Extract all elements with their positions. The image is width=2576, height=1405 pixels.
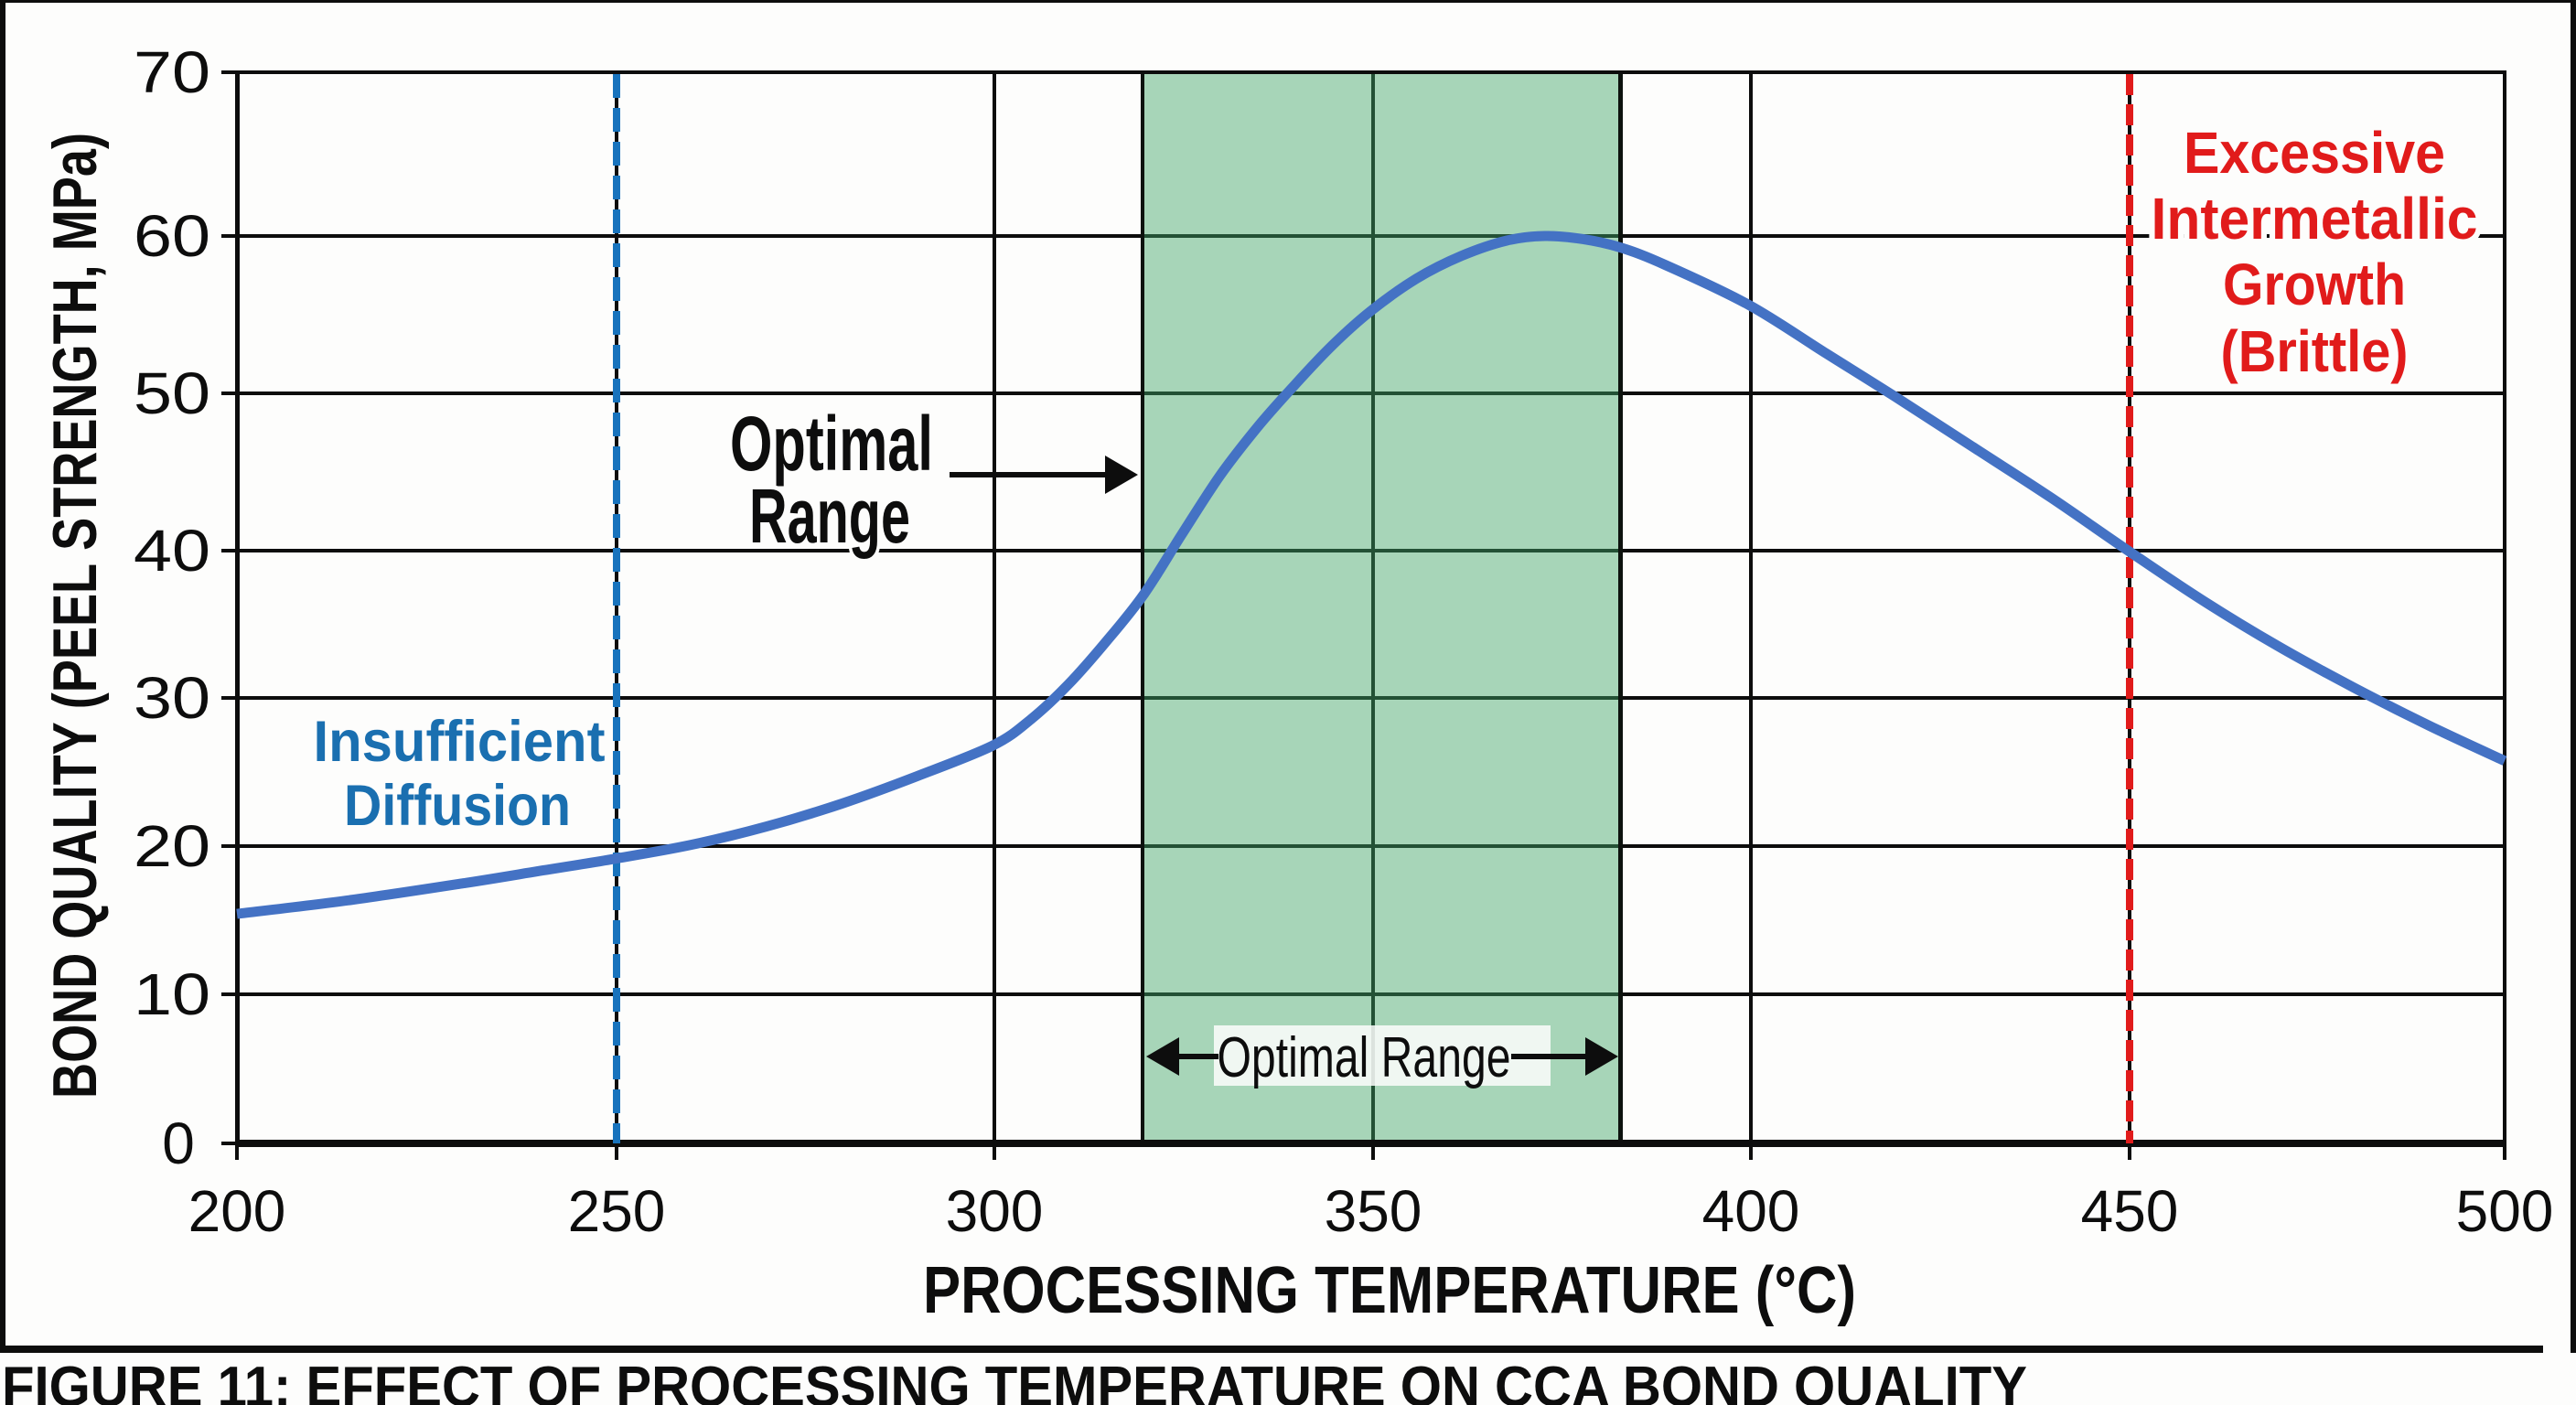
svg-text:50: 50 bbox=[134, 360, 210, 426]
svg-text:PROCESSING TEMPERATURE (°C): PROCESSING TEMPERATURE (°C) bbox=[923, 1254, 1856, 1327]
svg-text:Range: Range bbox=[749, 473, 910, 559]
svg-text:300: 300 bbox=[946, 1178, 1044, 1244]
svg-text:20: 20 bbox=[134, 813, 210, 879]
svg-text:10: 10 bbox=[134, 961, 210, 1027]
svg-text:60: 60 bbox=[134, 203, 210, 269]
svg-text:Intermetallic: Intermetallic bbox=[2152, 186, 2478, 252]
svg-text:500: 500 bbox=[2456, 1178, 2554, 1244]
svg-text:250: 250 bbox=[568, 1178, 666, 1244]
svg-text:(Brittle): (Brittle) bbox=[2221, 318, 2409, 384]
svg-text:Excessive: Excessive bbox=[2184, 120, 2445, 186]
svg-text:BOND QUALITY (PEEL STRENGTH, M: BOND QUALITY (PEEL STRENGTH, MPa) bbox=[40, 133, 110, 1099]
svg-text:Insufficient: Insufficient bbox=[314, 710, 606, 774]
svg-text:30: 30 bbox=[134, 665, 210, 731]
svg-text:FIGURE 11: EFFECT OF PROCESSIN: FIGURE 11: EFFECT OF PROCESSING TEMPERAT… bbox=[2, 1356, 2027, 1405]
svg-text:450: 450 bbox=[2081, 1178, 2179, 1244]
svg-text:400: 400 bbox=[1702, 1178, 1800, 1244]
svg-text:40: 40 bbox=[134, 518, 210, 584]
svg-text:Optimal: Optimal bbox=[730, 401, 933, 487]
svg-text:350: 350 bbox=[1325, 1178, 1422, 1244]
svg-text:Growth: Growth bbox=[2223, 252, 2406, 317]
svg-text:200: 200 bbox=[188, 1178, 286, 1244]
svg-text:0: 0 bbox=[162, 1110, 195, 1176]
svg-text:70: 70 bbox=[134, 39, 210, 105]
svg-text:Diffusion: Diffusion bbox=[344, 774, 571, 838]
svg-text:Optimal Range: Optimal Range bbox=[1218, 1026, 1511, 1089]
